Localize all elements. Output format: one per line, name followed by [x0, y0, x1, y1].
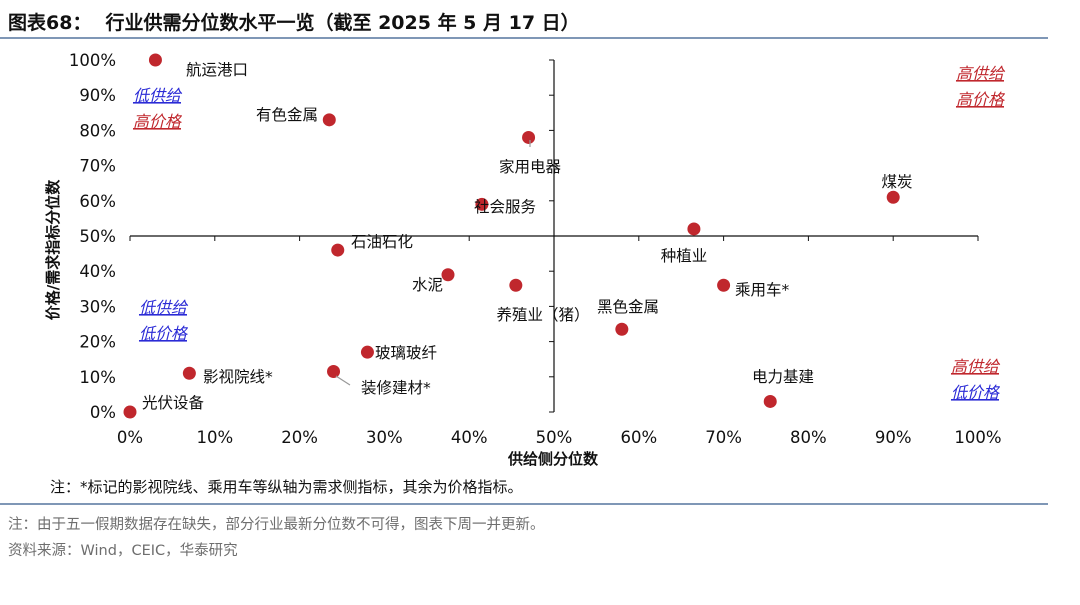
y-tick-label: 90% — [79, 86, 116, 105]
data-point — [148, 53, 162, 67]
x-tick-label: 0% — [117, 428, 143, 447]
x-tick-label: 30% — [366, 428, 403, 447]
quadrant-label-top-left: 高价格 — [133, 112, 183, 131]
y-tick-label: 20% — [79, 333, 116, 352]
data-point — [615, 322, 629, 336]
figure-title: 图表68： 行业供需分位数水平一览（截至 2025 年 5 月 17 日） — [8, 8, 580, 35]
point-label: 乘用车* — [735, 281, 790, 299]
point-label: 电力基建 — [752, 368, 814, 386]
point-label: 航运港口 — [186, 61, 248, 79]
point-label: 社会服务 — [474, 198, 536, 216]
data-point — [763, 394, 777, 408]
scatter-chart: 0% 10% 20% 30% 40% 50% 60% 70% 80% 90% 100% 0% 10% 20… — [44, 51, 1006, 468]
point-label: 水泥 — [412, 276, 443, 294]
y-tick-label: 50% — [79, 227, 116, 246]
point-label: 装修建材* — [361, 379, 431, 397]
point-label: 煤炭 — [881, 173, 912, 191]
data-point — [522, 130, 536, 144]
quadrant-label-bottom-right: 高供给 — [951, 357, 1001, 376]
x-tick-label: 80% — [790, 428, 827, 447]
data-point — [331, 243, 345, 257]
point-label: 有色金属 — [256, 106, 318, 124]
y-tick-label: 60% — [79, 192, 116, 211]
quadrant-label-bottom-left: 低价格 — [139, 324, 189, 343]
data-point — [509, 278, 523, 292]
y-axis-label: 价格/需求指标分位数 — [44, 179, 62, 320]
quadrant-label-bottom-left: 低供给 — [139, 298, 189, 317]
y-tick-label: 80% — [79, 121, 116, 140]
figure-title-text: 行业供需分位数水平一览（截至 2025 年 5 月 17 日） — [105, 12, 580, 34]
y-tick-label: 100% — [69, 51, 116, 70]
top-rule — [0, 37, 1048, 39]
point-label: 家用电器 — [499, 158, 562, 176]
x-tick-label: 20% — [281, 428, 318, 447]
x-axis-label: 供给侧分位数 — [507, 450, 599, 468]
x-tick-label: 60% — [620, 428, 657, 447]
point-label: 养殖业（猪） — [496, 306, 589, 324]
quadrant-label-bottom-right: 低价格 — [951, 383, 1001, 402]
chart-footnote: 注：*标记的影视院线、乘用车等纵轴为需求侧指标，其余为价格指标。 — [50, 478, 523, 496]
data-point — [441, 268, 455, 282]
y-tick-label: 40% — [79, 262, 116, 281]
data-point — [322, 113, 336, 127]
data-point — [475, 197, 489, 211]
x-tick-label: 100% — [954, 428, 1001, 447]
data-point — [687, 222, 701, 236]
x-tick-label: 90% — [875, 428, 912, 447]
quadrant-label-top-right: 高供给 — [956, 64, 1006, 83]
data-point — [182, 366, 196, 380]
y-tick-label: 10% — [79, 368, 116, 387]
x-tick-label: 70% — [705, 428, 742, 447]
y-tick-label: 30% — [79, 297, 116, 316]
point-label: 影视院线* — [203, 367, 273, 386]
x-tick-label: 10% — [196, 428, 233, 447]
data-point — [123, 405, 137, 419]
data-point — [717, 278, 731, 292]
data-point — [360, 345, 374, 359]
x-tick-label: 50% — [536, 428, 573, 447]
y-tick-label: 70% — [79, 157, 116, 176]
bottom-rule — [0, 503, 1048, 505]
quadrant-label-top-right: 高价格 — [956, 90, 1006, 109]
point-leader-line — [335, 375, 351, 386]
point-label: 玻璃玻纤 — [375, 344, 437, 362]
point-label: 种植业 — [661, 247, 708, 265]
quadrant-label-top-left: 低供给 — [133, 86, 183, 105]
source-text: 资料来源：Wind，CEIC，华泰研究 — [8, 543, 238, 559]
data-point — [886, 190, 900, 204]
x-tick-label: 40% — [451, 428, 488, 447]
point-label: 光伏设备 — [142, 394, 205, 412]
note-text: 注：由于五一假期数据存在缺失，部分行业最新分位数不可得，图表下周一并更新。 — [8, 517, 545, 533]
point-label: 黑色金属 — [597, 298, 659, 316]
figure-label: 图表68： — [8, 12, 92, 34]
y-tick-label: 0% — [90, 403, 116, 422]
data-point — [327, 365, 341, 379]
point-label: 石油石化 — [351, 233, 413, 251]
chart-axes: 0% 10% 20% 30% 40% 50% 60% 70% 80% 90% 100% 0% 10% 20… — [44, 51, 1002, 468]
